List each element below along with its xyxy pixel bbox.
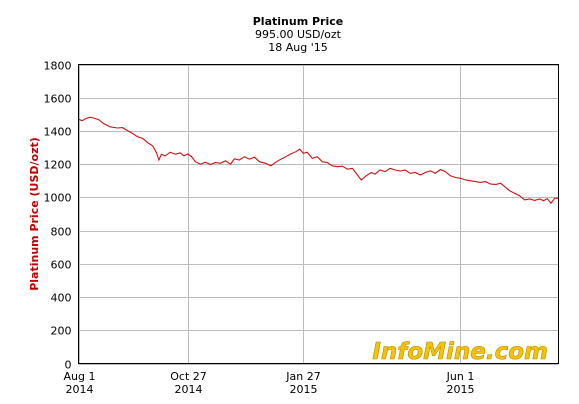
chart-subtitle-date: 18 Aug '15 [268, 41, 328, 54]
y-tick-label: 600 [51, 259, 72, 272]
y-tick-label: 800 [51, 226, 72, 239]
y-tick-label: 200 [51, 325, 72, 338]
x-tick-year-label: 2015 [290, 383, 318, 396]
y-tick-label: 1600 [44, 93, 72, 106]
x-tick-label: Jan 27 [285, 370, 320, 383]
series-group [78, 116, 559, 205]
series-line [78, 116, 559, 205]
x-tick-year-label: 2014 [175, 383, 203, 396]
y-axis: 0 200 400 600 800 1000 1200 1400 1600 1800 [44, 60, 72, 372]
y-tick-label: 400 [51, 292, 72, 305]
y-tick-label: 0 [65, 359, 72, 372]
x-tick-year-label: 2015 [447, 383, 475, 396]
y-tick-label: 1200 [44, 159, 72, 172]
y-axis-label: Platinum Price (USD/ozt) [28, 137, 41, 291]
y-tick-label: 1000 [44, 192, 72, 205]
y-tick-label: 1400 [44, 126, 72, 139]
chart-subtitle-value: 995.00 USD/ozt [255, 28, 342, 41]
x-tick-label: Oct 27 [170, 370, 207, 383]
plot-frame [78, 64, 559, 364]
x-tick-label: Jun 1 [446, 370, 475, 383]
grid [78, 64, 559, 365]
x-tick-year-label: 2014 [66, 383, 94, 396]
x-tick-label: Aug 1 [64, 370, 96, 383]
y-tick-label: 1800 [44, 60, 72, 73]
watermark-logo: InfoMine.com [372, 339, 548, 365]
chart-title: Platinum Price [253, 15, 343, 28]
